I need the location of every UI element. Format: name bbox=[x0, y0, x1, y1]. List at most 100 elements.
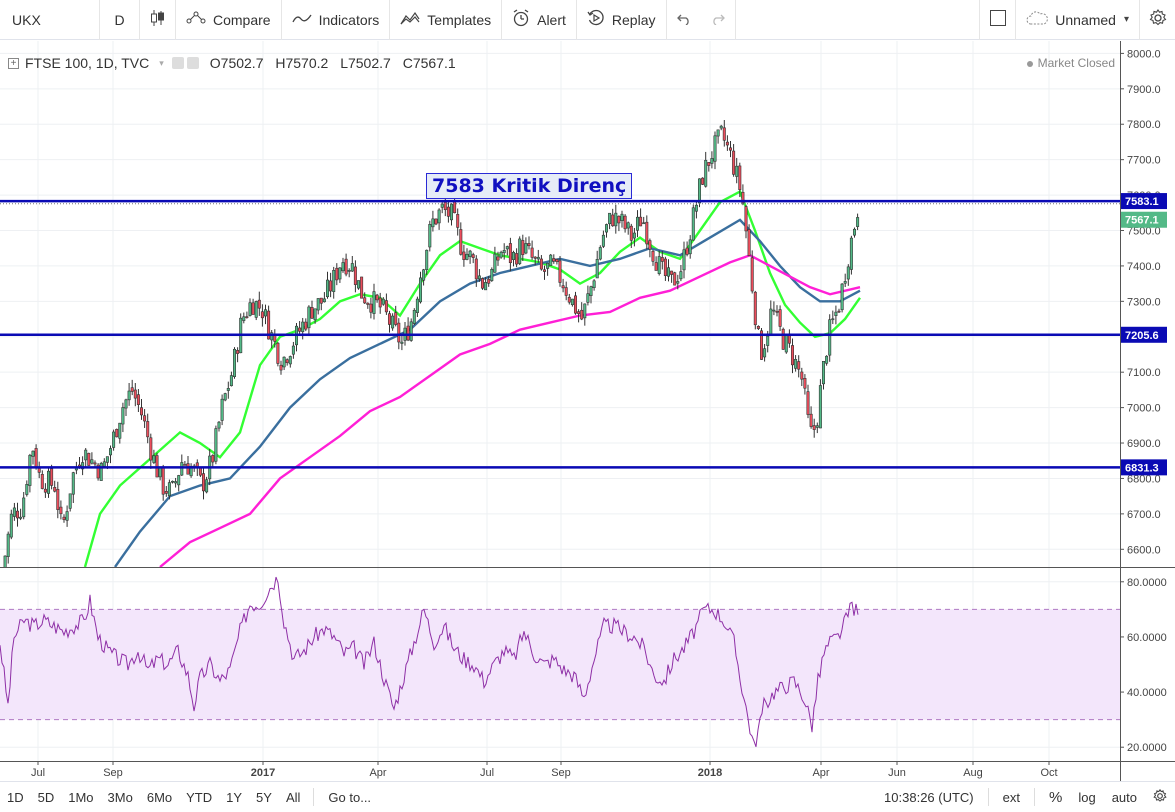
replay-button[interactable]: Replay bbox=[577, 0, 667, 40]
candle-down bbox=[812, 425, 816, 430]
legend-dropdown-icon[interactable]: ▾ bbox=[159, 57, 164, 68]
range-button-5d[interactable]: 5D bbox=[37, 789, 55, 805]
range-button-1y[interactable]: 1Y bbox=[226, 789, 243, 805]
range-button-all[interactable]: All bbox=[285, 789, 301, 805]
candle-down bbox=[40, 474, 44, 489]
candle-up bbox=[704, 159, 708, 187]
candle-down bbox=[375, 294, 379, 301]
legend-title[interactable]: FTSE 100, 1D, TVC bbox=[25, 55, 150, 71]
goto-button[interactable]: Go to... bbox=[328, 789, 372, 805]
candle-down bbox=[43, 488, 47, 493]
candle-up bbox=[102, 461, 106, 467]
candle-up bbox=[524, 243, 528, 254]
candle-down bbox=[387, 313, 391, 325]
range-button-1mo[interactable]: 1Mo bbox=[68, 789, 94, 805]
chart-canvas[interactable]: 6600.06700.06800.06900.07000.07100.07200… bbox=[0, 41, 1175, 781]
chart-type-button[interactable] bbox=[140, 0, 176, 40]
candle-down bbox=[257, 299, 261, 309]
horizontal-lines[interactable] bbox=[0, 199, 1120, 469]
ext-toggle[interactable]: ext bbox=[1002, 789, 1020, 805]
candle-up bbox=[691, 207, 695, 241]
candle-up bbox=[608, 212, 612, 225]
candle-down bbox=[353, 266, 357, 285]
cloud-icon bbox=[1026, 10, 1049, 29]
candle-down bbox=[251, 302, 255, 315]
hline-price-label: 7205.6 bbox=[1125, 330, 1159, 342]
candle-up bbox=[124, 399, 128, 409]
candle-up bbox=[25, 484, 29, 495]
price-axis[interactable]: 6600.06700.06800.06900.07000.07100.07200… bbox=[1120, 48, 1167, 556]
candle-up bbox=[642, 222, 646, 225]
candle-down bbox=[741, 191, 745, 204]
candle-down bbox=[558, 260, 562, 283]
candle-down bbox=[211, 455, 215, 463]
candle-up bbox=[46, 470, 50, 494]
symbol-search-button[interactable]: UKX bbox=[0, 0, 100, 40]
candle-down bbox=[260, 311, 264, 319]
time-axis[interactable]: Jul Sep 2017 Apr Jul Sep 2018 Apr Jun Aug Oct bbox=[31, 761, 1058, 779]
undo-button[interactable] bbox=[667, 0, 701, 40]
indicators-button[interactable]: Indicators bbox=[282, 0, 391, 40]
range-button-3mo[interactable]: 3Mo bbox=[107, 789, 133, 805]
candle-down bbox=[654, 262, 658, 271]
interval-button[interactable]: D bbox=[100, 0, 140, 40]
candle-up bbox=[828, 319, 832, 356]
candle-up bbox=[821, 361, 825, 385]
templates-button[interactable]: Templates bbox=[390, 0, 503, 40]
candle-up bbox=[499, 251, 503, 258]
candle-up bbox=[174, 481, 178, 484]
candle-up bbox=[852, 228, 856, 236]
range-button-6mo[interactable]: 6Mo bbox=[146, 789, 173, 805]
auto-toggle[interactable]: auto bbox=[1111, 789, 1137, 805]
settings-icon[interactable] bbox=[186, 57, 199, 69]
candle-up bbox=[68, 493, 72, 509]
range-button-5y[interactable]: 5Y bbox=[256, 789, 272, 805]
candle-up bbox=[99, 463, 103, 481]
chart-area[interactable]: 6600.06700.06800.06900.07000.07100.07200… bbox=[0, 41, 1175, 781]
percent-toggle[interactable]: % bbox=[1048, 788, 1063, 806]
rsi-axis[interactable]: 20.0000 40.0000 60.0000 80.0000 bbox=[1120, 577, 1167, 754]
candle-down bbox=[378, 297, 382, 308]
moving-averages bbox=[83, 189, 861, 567]
candle-down bbox=[96, 464, 100, 479]
chart-settings-button[interactable] bbox=[1145, 788, 1175, 806]
price-tick-label: 7800.0 bbox=[1127, 119, 1161, 131]
collapse-legend-icon[interactable]: + bbox=[8, 57, 19, 69]
candle-down bbox=[236, 350, 240, 354]
candle-up bbox=[84, 449, 88, 461]
alert-button[interactable]: Alert bbox=[502, 0, 577, 40]
fullscreen-button[interactable] bbox=[979, 0, 1015, 40]
candle-down bbox=[245, 316, 249, 318]
candle-up bbox=[65, 511, 69, 521]
candle-up bbox=[815, 425, 819, 428]
compare-button[interactable]: Compare bbox=[176, 0, 282, 40]
price-tick-label: 7300.0 bbox=[1127, 296, 1161, 308]
candle-down bbox=[37, 468, 41, 473]
eye-icon[interactable] bbox=[171, 57, 184, 69]
resistance-annotation[interactable]: 7583 Kritik Direnç bbox=[426, 173, 633, 199]
clock-time[interactable]: 10:38:26 (UTC) bbox=[884, 789, 974, 805]
layout-menu-button[interactable]: Unnamed ▾ bbox=[1015, 0, 1139, 40]
candle-down bbox=[474, 258, 478, 280]
time-tick-label: 2017 bbox=[251, 767, 275, 779]
log-toggle[interactable]: log bbox=[1078, 789, 1096, 805]
price-tick-label: 6600.0 bbox=[1127, 544, 1161, 556]
candle-up bbox=[632, 232, 636, 239]
redo-button[interactable] bbox=[701, 0, 736, 40]
settings-button[interactable] bbox=[1139, 0, 1175, 40]
candle-down bbox=[809, 413, 813, 427]
candle-up bbox=[676, 281, 680, 284]
candle-down bbox=[53, 487, 57, 492]
time-tick-label: Sep bbox=[551, 767, 571, 779]
candle-down bbox=[360, 276, 364, 299]
rsi-series bbox=[0, 576, 859, 748]
range-button-ytd[interactable]: YTD bbox=[186, 789, 213, 805]
candle-up bbox=[834, 311, 838, 316]
gear-icon bbox=[1149, 9, 1167, 30]
candle-down bbox=[722, 127, 726, 141]
range-button-1d[interactable]: 1D bbox=[7, 789, 24, 805]
candle-down bbox=[310, 307, 314, 319]
candle-down bbox=[533, 256, 537, 259]
candle-down bbox=[756, 325, 760, 329]
candle-group bbox=[3, 120, 860, 567]
